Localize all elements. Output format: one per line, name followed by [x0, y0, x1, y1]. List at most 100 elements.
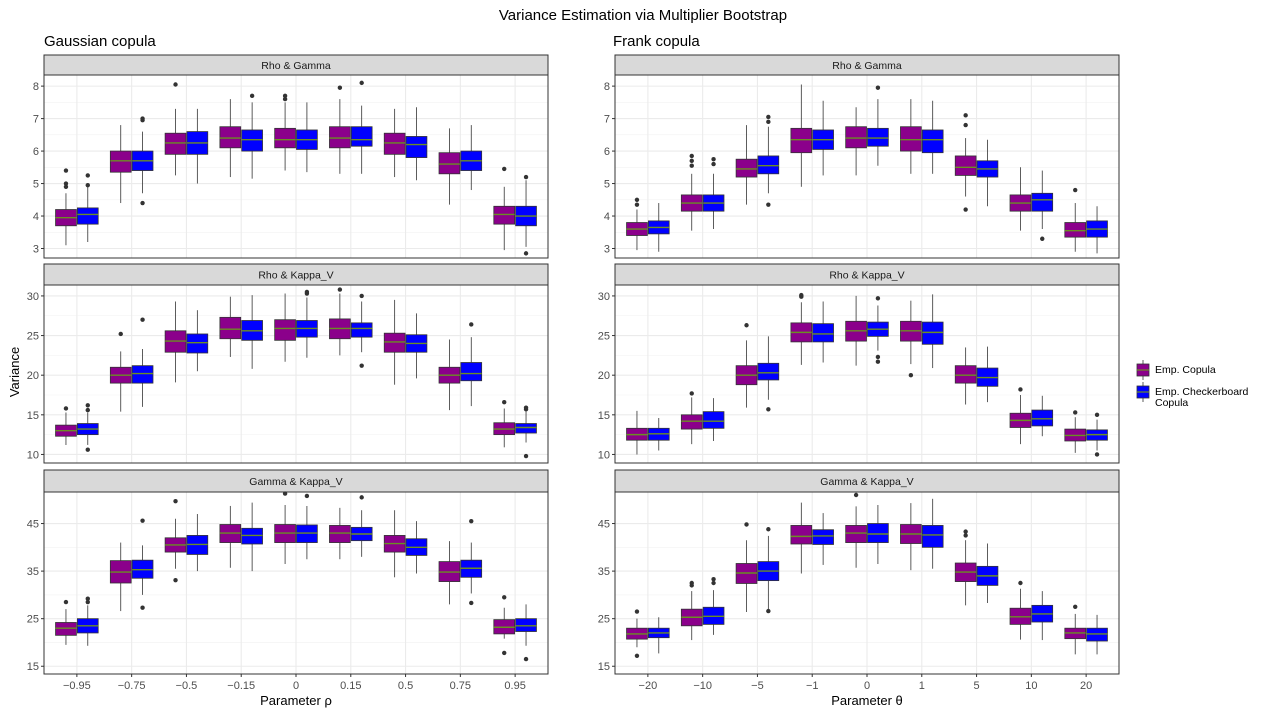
box-body [812, 529, 834, 545]
x-tick-label: −20 [639, 680, 658, 692]
y-tick-label: 8 [604, 81, 610, 93]
y-tick-label: 15 [27, 410, 39, 422]
y-tick-label: 45 [27, 519, 39, 531]
outlier-point [744, 522, 749, 527]
x-tick-label: −0.15 [227, 680, 255, 692]
box-1-5 [921, 100, 944, 174]
box-0-7 [1009, 387, 1032, 445]
x-tick-label: 1 [919, 680, 925, 692]
y-tick-label: 5 [33, 179, 39, 191]
box-1-7 [460, 518, 483, 606]
outlier-point [359, 80, 364, 86]
outlier-point [875, 359, 881, 364]
box-body [241, 129, 263, 152]
box-1-4 [867, 85, 889, 166]
y-tick-label: 45 [598, 519, 610, 531]
box-1-0 [76, 403, 99, 452]
box-0-0 [55, 406, 77, 445]
box-1-7 [1031, 395, 1054, 437]
x-tick-label: 0.95 [504, 680, 525, 692]
box-body [460, 362, 483, 382]
outlier-point [523, 251, 529, 256]
box-0-4 [845, 107, 867, 176]
y-tick-label: 25 [598, 614, 610, 626]
outlier-point [359, 363, 364, 368]
box-1-6 [976, 346, 999, 403]
box-1-0 [647, 417, 670, 451]
box-1-5 [350, 80, 373, 174]
box-1-3 [812, 301, 834, 363]
box-body [1086, 627, 1108, 642]
panel-strip-label: Gamma & Kappa_V [249, 476, 342, 488]
outlier-point [502, 595, 507, 600]
box-1-3 [241, 295, 263, 369]
box-body [329, 126, 351, 149]
box-0-2 [735, 125, 758, 205]
y-tick-label: 5 [604, 179, 610, 191]
outlier-point [282, 96, 288, 102]
box-body [1031, 409, 1054, 427]
box-1-6 [976, 543, 999, 603]
outlier-point [140, 116, 145, 121]
outlier-point [337, 287, 343, 292]
outlier-point [523, 405, 529, 410]
panel-strip-label: Gamma & Kappa_V [820, 476, 913, 488]
panel-strip-label: Rho & Gamma [832, 60, 902, 72]
outlier-point [85, 447, 90, 452]
box-0-2 [164, 498, 187, 583]
outlier-point [304, 493, 310, 499]
box-1-2 [186, 514, 209, 572]
outlier-point [85, 182, 90, 188]
box-body [1064, 222, 1087, 238]
box-0-1 [109, 542, 132, 612]
outlier-point [173, 498, 178, 504]
outlier-point [469, 518, 474, 524]
box-1-7 [1031, 170, 1054, 241]
outlier-point [875, 354, 881, 360]
outlier-point [689, 158, 694, 164]
box-0-7 [438, 128, 461, 205]
box-body [790, 525, 813, 545]
box-1-6 [405, 107, 428, 181]
box-body [757, 155, 780, 175]
box-1-8 [1086, 412, 1108, 457]
box-1-7 [460, 125, 483, 191]
box-0-0 [626, 197, 648, 251]
box-0-1 [680, 153, 703, 231]
outlier-point [502, 650, 507, 656]
outlier-point [766, 527, 771, 532]
box-0-8 [1064, 604, 1087, 655]
legend-label: Emp. Copula [1155, 364, 1216, 376]
panel-strip-label: Rho & Gamma [261, 60, 331, 72]
panel-border [43, 284, 549, 464]
y-tick-label: 15 [598, 410, 610, 422]
y-tick-label: 30 [598, 291, 610, 303]
outlier-point [853, 492, 859, 498]
x-tick-label: 0 [864, 680, 870, 692]
panel-0-1: Rho & Kappa_V 10 15 20 25 30 [27, 263, 549, 464]
outlier-point [523, 656, 529, 662]
outlier-point [140, 200, 145, 206]
box-0-1 [680, 580, 703, 641]
box-1-5 [350, 495, 373, 557]
y-tick-label: 20 [27, 370, 39, 382]
legend-entry-0: Emp. Copula [1136, 360, 1216, 380]
y-tick-label: 35 [27, 566, 39, 578]
outlier-point [689, 153, 694, 159]
panel-0-2: Gamma & Kappa_V 15 25 35 45 −0.95 −0.75 −0.5 −0.… [27, 469, 549, 708]
outlier-point [634, 653, 640, 658]
outlier-point [963, 113, 968, 118]
outlier-point [766, 407, 771, 412]
panel-border [614, 74, 1120, 259]
y-tick-label: 10 [27, 449, 39, 461]
box-body [329, 525, 351, 543]
box-1-4 [296, 102, 318, 173]
box-body [438, 152, 461, 175]
y-tick-label: 15 [598, 661, 610, 673]
x-tick-label: −0.75 [118, 680, 146, 692]
box-1-2 [186, 310, 209, 372]
box-1-2 [757, 114, 780, 207]
